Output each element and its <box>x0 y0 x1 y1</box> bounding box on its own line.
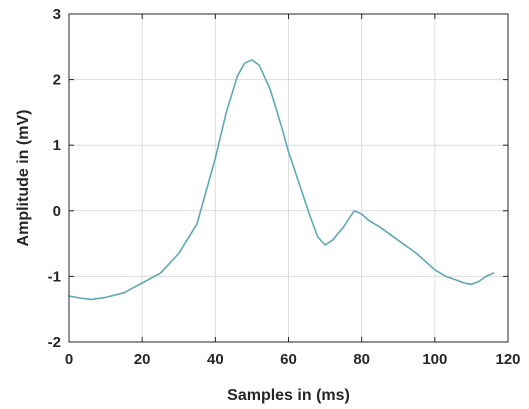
x-tick-label: 120 <box>495 351 520 368</box>
y-tick-label: 3 <box>53 6 61 23</box>
x-tick-label: 100 <box>422 351 447 368</box>
x-tick-label: 20 <box>134 351 151 368</box>
x-tick-label: 80 <box>353 351 370 368</box>
y-tick-label: -2 <box>48 334 61 351</box>
y-tick-label: 2 <box>53 72 61 89</box>
y-axis-label: Amplitude in (mV) <box>15 110 32 247</box>
y-tick-label: 0 <box>53 203 61 220</box>
x-tick-label: 60 <box>280 351 297 368</box>
x-tick-label: 0 <box>65 351 73 368</box>
y-tick-label: -1 <box>48 268 61 285</box>
x-axis-label: Samples in (ms) <box>227 387 350 404</box>
y-tick-label: 1 <box>53 137 61 154</box>
x-tick-label: 40 <box>207 351 224 368</box>
